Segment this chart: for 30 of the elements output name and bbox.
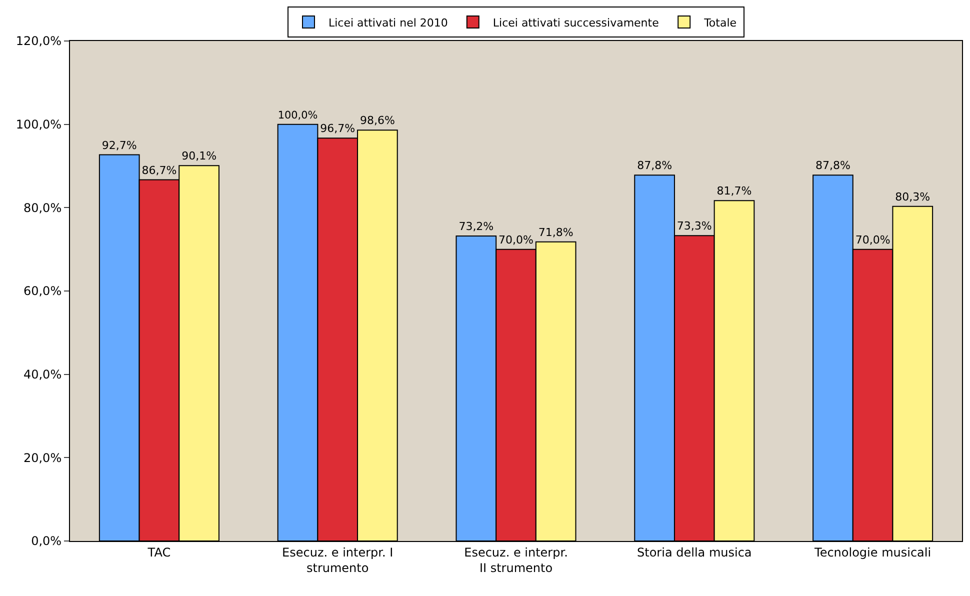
y-tick-label: 120,0% [16,34,62,48]
data-label: 70,0% [498,233,534,246]
legend-label: Licei attivati successivamente [492,16,660,30]
y-tick-label: 60,0% [23,284,62,298]
data-label: 96,7% [320,122,356,136]
data-label: 98,6% [360,114,395,128]
y-tick-label: 0,0% [31,534,62,548]
y-tick-label: 100,0% [16,118,62,132]
x-tick-label: Esecuz. e interpr. II strumento [464,545,568,575]
data-label: 92,7% [102,138,137,152]
x-tick-label: TAC [146,545,171,560]
data-label: 90,1% [182,150,217,163]
x-tick-label: Tecnologie musicali [814,545,932,560]
data-label: 80,3% [895,190,930,204]
y-tick-label: 40,0% [23,368,62,382]
data-label: 70,0% [855,233,890,246]
legend-label: Totale [703,16,737,30]
x-tick-label: Storia della musica [637,545,752,560]
data-label: 87,8% [637,159,672,172]
y-tick-label: 20,0% [23,450,62,465]
data-label: 81,7% [716,184,752,198]
data-label: 73,3% [676,220,712,233]
x-tick-label: Esecuz. e interpr. I strumento [282,545,394,575]
data-label: 71,8% [538,226,574,239]
y-tick-label: 80,0% [23,200,62,215]
data-label: 86,7% [142,164,177,177]
data-label: 100,0% [278,109,318,122]
data-label: 87,8% [815,159,850,172]
legend-label: Licei attivati nel 2010 [328,16,448,30]
data-label: 73,2% [458,220,494,233]
